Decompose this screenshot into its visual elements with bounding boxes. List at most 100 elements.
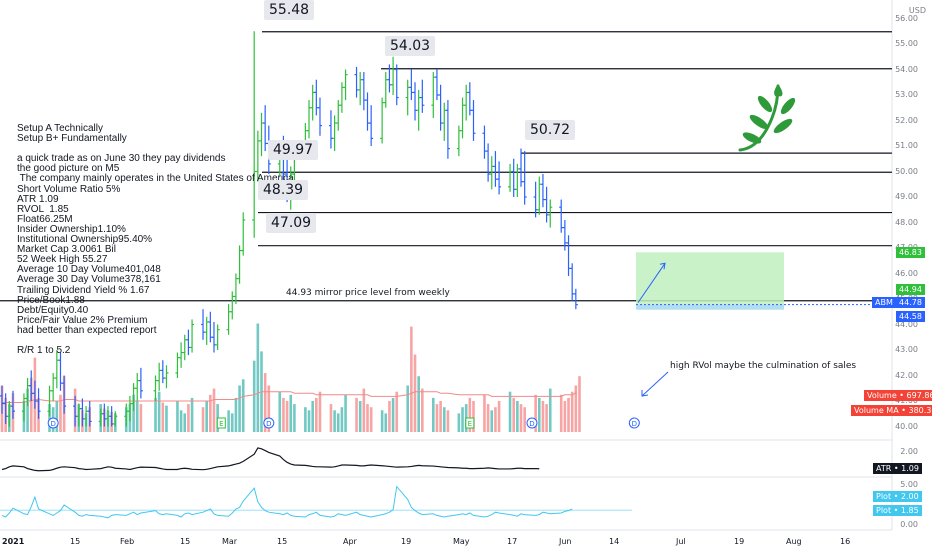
volume-bar (483, 394, 486, 432)
risk-reward-zone[interactable] (636, 252, 892, 310)
plot-tick-label: 0.00 (900, 520, 918, 529)
note-line: Setup B+ Fundamentally (17, 133, 127, 145)
horizontal-levels (0, 31, 892, 302)
volume-bar (176, 401, 179, 432)
price-tick-label: 43.00 (895, 345, 918, 354)
note-line: Short Volume Ratio 5% (17, 183, 121, 195)
volume-bar (212, 388, 216, 432)
dividend-marker: D (263, 417, 275, 429)
note-line: Price/Book1.88 (17, 294, 85, 306)
note-arrow-head (641, 390, 649, 397)
plant-leaf (749, 114, 769, 130)
volume-bar (161, 402, 165, 432)
plot-pane (0, 485, 632, 519)
time-tick-label: 15 (277, 537, 288, 546)
volume-bar (497, 401, 501, 432)
volume-bar (512, 397, 515, 432)
target-zone (636, 252, 784, 305)
note-line: 52 Week High 55.27 (17, 254, 108, 266)
volume-bar (263, 373, 267, 432)
volume-bar (29, 377, 33, 432)
time-tick-label: May (453, 537, 470, 546)
volume-bar (516, 401, 519, 432)
volume-bar (461, 407, 464, 432)
volume-bar (289, 394, 293, 432)
volume-bar (230, 413, 234, 432)
volume-bar (336, 413, 340, 432)
volume-bar (252, 360, 256, 432)
price-tick-label: 52.00 (895, 115, 918, 125)
level-callout-50-72: 50.72 (525, 120, 576, 140)
volume-bar (26, 388, 29, 432)
volume-bar (523, 407, 526, 432)
price-tick-label: 48.00 (895, 217, 918, 227)
time-tick-label: Jul (676, 537, 686, 546)
volume-bar (227, 410, 230, 432)
volume-bar (205, 401, 208, 432)
time-tick-label: Jun (559, 537, 572, 546)
volume-bar (293, 404, 296, 432)
earnings-marker: E (216, 417, 226, 429)
plant-leaf (742, 132, 762, 144)
price-tick-label: 51.00 (895, 141, 918, 150)
note-line: Average 10 Day Volume401,048 (17, 264, 161, 276)
volume-bar (358, 401, 362, 432)
level-callout-48-39: 48.39 (258, 180, 309, 200)
plant-leaf-top (774, 84, 783, 97)
note-line: R/R 1 to 5.2 (17, 345, 71, 357)
volume-bar (209, 394, 212, 432)
volume-bar (179, 410, 183, 432)
volume-bar (417, 376, 420, 432)
volume-bar (366, 404, 369, 432)
note-line: Market Cap 3.0061 Bil (17, 244, 116, 256)
symbol-tag: ABM (872, 297, 896, 308)
note-line: RVOL 1.85 (17, 203, 69, 215)
volume-tag: Volume • 697.863K (864, 390, 932, 401)
volume-bar (340, 407, 344, 432)
dividend-marker: D (47, 417, 59, 429)
volume-bar (388, 401, 391, 432)
volume-bar (256, 323, 260, 432)
grid-layer (0, 0, 893, 531)
volume-bar (431, 397, 435, 432)
volume-bar (541, 401, 545, 432)
level-callout-55-48: 55.48 (264, 0, 315, 20)
volume-bar (362, 388, 366, 432)
volume-bar (48, 404, 51, 432)
volume-bar (139, 404, 143, 432)
volume-bar (421, 388, 424, 432)
note-line: Institutional Ownership95.40% (17, 234, 153, 246)
note-line: Float66.25M (17, 213, 73, 225)
volume-bar (380, 410, 384, 432)
stop-zone (636, 304, 784, 310)
volume-bar (395, 391, 399, 432)
projection-line (637, 263, 666, 303)
note-line: Setup A Technically (17, 123, 103, 134)
level-callout-54-03: 54.03 (385, 36, 436, 56)
dividend-marker-circle (263, 417, 275, 429)
time-tick-label: 2021 (2, 537, 25, 546)
earnings-marker-box (465, 417, 475, 429)
mirror-level-label: 44.93 mirror price level from weekly (286, 288, 450, 298)
annotation-layer (641, 84, 796, 397)
volume-bar (183, 413, 187, 432)
time-tick-label: Mar (222, 537, 238, 546)
volume-bar (154, 397, 157, 432)
volume-bar (486, 404, 490, 432)
dividend-marker-circle (526, 417, 538, 429)
volume-ma-tag: Volume MA • 380.361K (851, 405, 932, 416)
volume-bar (329, 404, 333, 432)
volume-bar (548, 388, 552, 432)
volume-bar (567, 397, 570, 432)
volume-bar (472, 401, 475, 432)
note-line: the good picture on M5 (17, 163, 120, 175)
volume-bar (490, 410, 494, 432)
price-tick-label: 44.00 (895, 319, 918, 329)
price-tick-label: 42.00 (895, 370, 918, 380)
note-line: had better than expected report (17, 324, 157, 336)
volume-bar (318, 391, 322, 432)
note-line: Price/Fair Value 2% Premium (17, 314, 148, 326)
volume-bar (315, 397, 318, 432)
